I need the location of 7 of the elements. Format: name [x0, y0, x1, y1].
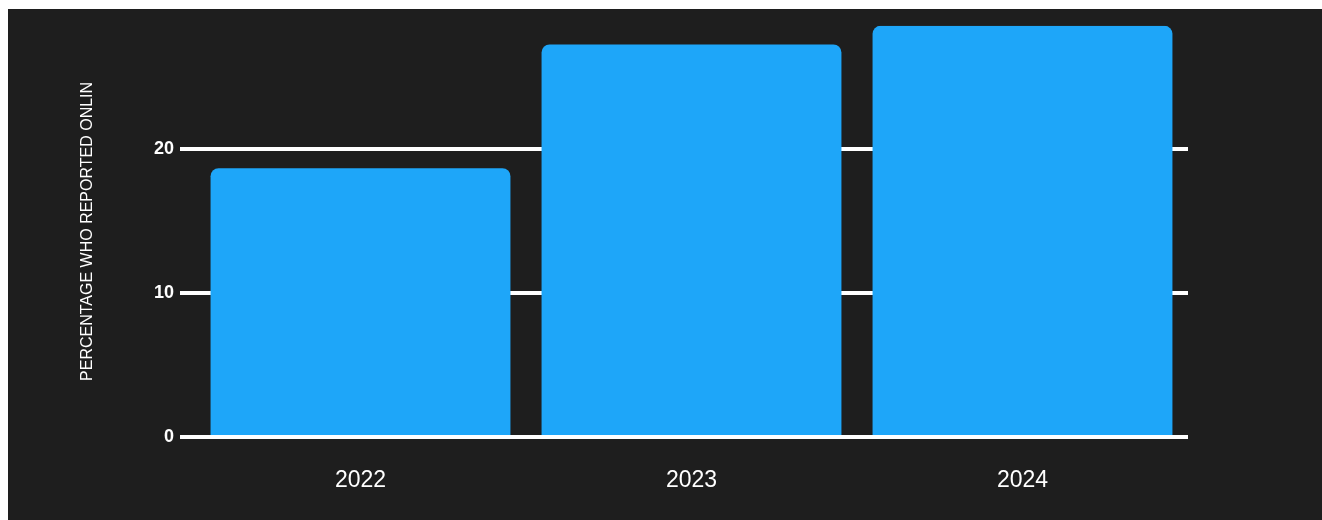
y-tick-label: 10	[153, 282, 174, 303]
x-tick-label: 2022	[334, 466, 387, 493]
y-axis-title: PERCENTAGE WHO REPORTED ONLIN	[78, 81, 96, 381]
x-tick-label: 2024	[996, 466, 1049, 493]
y-tick-label: 0	[163, 425, 174, 446]
y-tick-label: 20	[153, 138, 174, 159]
x-tick-label: 2023	[665, 466, 718, 493]
